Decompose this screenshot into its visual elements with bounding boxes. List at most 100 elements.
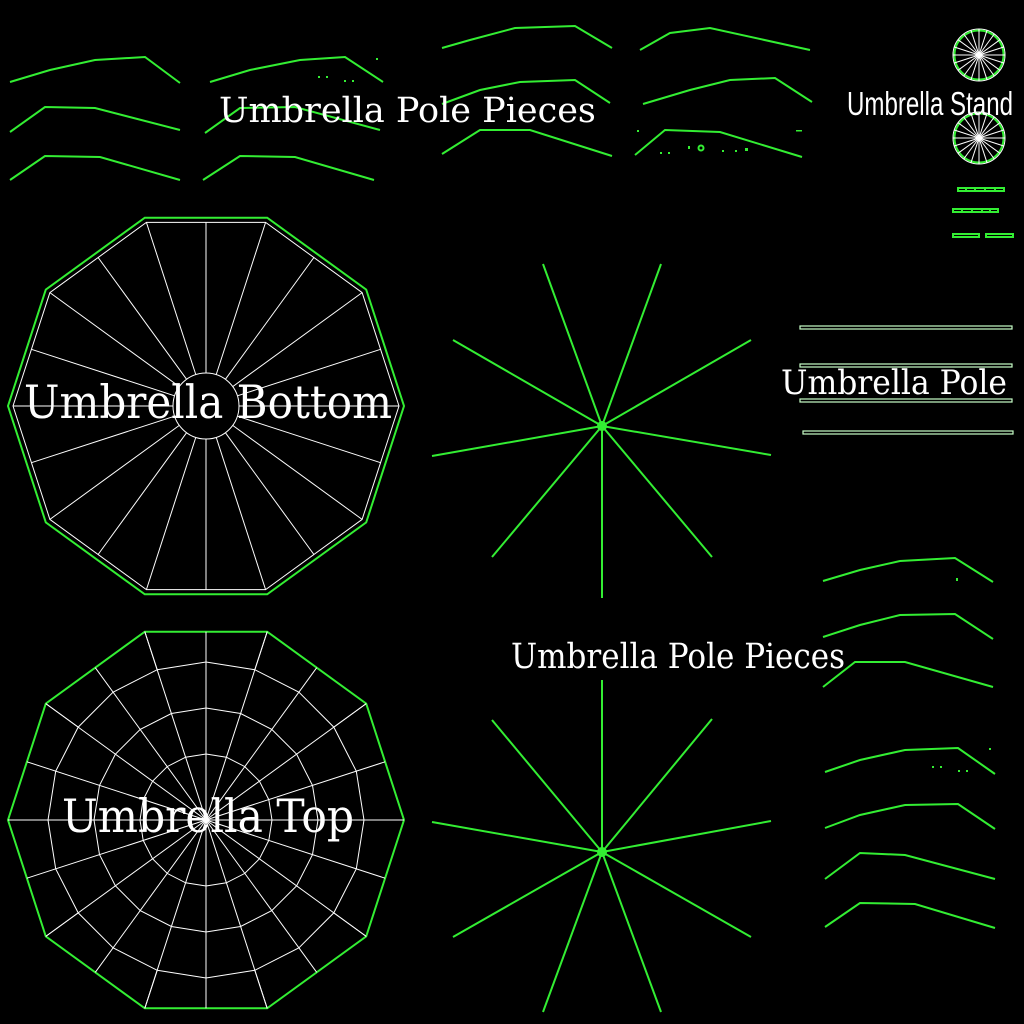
rib-spoke (601, 425, 713, 558)
pole-piece-7 (441, 24, 613, 49)
rib-spoke (601, 425, 772, 456)
stand-disc-spoke (957, 54, 980, 71)
stand-disc-spoke (978, 137, 1004, 147)
stand-disc-spoke (978, 30, 988, 56)
stand-disc-spoke (970, 30, 980, 56)
top-spoke (26, 819, 207, 879)
pole-piece-8 (441, 78, 611, 105)
bottom-spoke (49, 292, 180, 388)
stand-disc-spoke (978, 116, 995, 139)
top-spoke (205, 819, 386, 879)
stand-disc-spoke (954, 137, 980, 147)
stand-disc-spoke (970, 137, 980, 163)
label-pole-pieces-mid: Umbrella Pole Pieces (511, 637, 845, 677)
bottom-spoke (145, 437, 197, 590)
top-rim-edge (144, 631, 158, 670)
pole-strip-4 (802, 430, 1014, 435)
pole-pieces-top-group (9, 24, 813, 181)
bottom-spoke (31, 415, 175, 464)
rib-spoke (542, 263, 603, 427)
bottom-spoke (31, 348, 175, 397)
pole-piece-15 (822, 661, 994, 688)
rib-spoke (431, 425, 603, 457)
bottom-spoke (215, 437, 267, 590)
stand-disc-spoke (957, 39, 980, 56)
label-stand: Umbrella Stand (847, 85, 1013, 122)
stand-disc-spoke (978, 129, 1004, 139)
stand-disc-spoke (957, 137, 980, 154)
rib-spoke (601, 339, 752, 427)
stand-disc-spoke (963, 116, 980, 139)
top-spoke (205, 667, 318, 821)
stand-disc-spoke (970, 54, 980, 80)
pole-piece-2 (9, 105, 181, 133)
bottom-spoke (49, 424, 180, 520)
label-bottom: Umbrella Bottom (24, 375, 392, 429)
top-spoke (205, 761, 386, 821)
stand-disc-spoke (957, 122, 980, 139)
pole-piece-17 (824, 802, 996, 830)
top-rim-edge (333, 912, 367, 937)
bottom-outer-rim (6, 216, 406, 596)
rib-fan-upper (431, 263, 772, 598)
bottom-spoke (145, 222, 197, 375)
stand-rings (952, 187, 1014, 238)
top-rim-edge (254, 631, 268, 670)
pole-piece-16 (824, 746, 996, 775)
stand-disc-spoke (978, 137, 988, 163)
pole-piece-11 (642, 76, 813, 105)
stand-disc-spoke (978, 54, 988, 80)
top-rim-edge (45, 912, 79, 937)
stand-disc-spoke (978, 137, 995, 160)
top-spoke (26, 761, 207, 821)
pole-piece-1 (9, 55, 181, 84)
top-spoke (94, 819, 207, 973)
umbrella-bottom-group (6, 216, 406, 596)
bottom-spoke (237, 415, 381, 464)
tiny-fragments-2 (932, 578, 991, 772)
umbrella-stand-group (952, 28, 1014, 238)
rib-spoke (491, 719, 603, 853)
bottom-spoke (232, 424, 363, 520)
pole-piece-19 (824, 901, 996, 929)
bottom-spoke (97, 257, 188, 380)
top-rim-edge (254, 970, 268, 1009)
stand-disc-spoke (963, 137, 980, 160)
pole-piece-10 (639, 26, 811, 51)
top-rim-edge (144, 970, 158, 1009)
stand-disc-spoke (978, 54, 995, 77)
stand-disc-spoke (954, 54, 980, 64)
bottom-spoke (237, 348, 381, 397)
stand-disc-spoke (978, 54, 1004, 64)
tiny-fragments-1 (318, 58, 802, 154)
pole-strip-1 (799, 325, 1013, 330)
top-rim-edge (333, 703, 367, 728)
bottom-spoke (215, 222, 267, 375)
stand-disc-spoke (978, 54, 1001, 71)
rib-spoke (542, 851, 603, 1013)
pole-piece-13 (822, 556, 994, 583)
stand-disc-spoke (963, 54, 980, 77)
umbrella-top-group (6, 630, 406, 1010)
rib-spoke (452, 851, 603, 938)
pole-strip-2 (799, 363, 1013, 368)
pole-piece-12 (634, 128, 803, 158)
rib-spoke (491, 425, 603, 558)
rib-spoke (431, 821, 603, 853)
stand-disc-bottom (952, 111, 1006, 165)
stand-disc-spoke (963, 33, 980, 56)
rib-spoke (601, 820, 772, 853)
rib-spoke (601, 851, 752, 938)
label-pole-pieces-top: Umbrella Pole Pieces (219, 91, 596, 131)
rib-spoke (601, 718, 713, 853)
rib-spoke (601, 851, 662, 1013)
pole-piece-6 (202, 154, 375, 181)
stand-disc-spoke (978, 137, 1001, 154)
bottom-spoke (232, 292, 363, 388)
rib-spoke (452, 339, 603, 427)
bottom-spoke (224, 257, 315, 380)
top-spoke (94, 667, 207, 821)
bottom-spoke (224, 432, 315, 555)
